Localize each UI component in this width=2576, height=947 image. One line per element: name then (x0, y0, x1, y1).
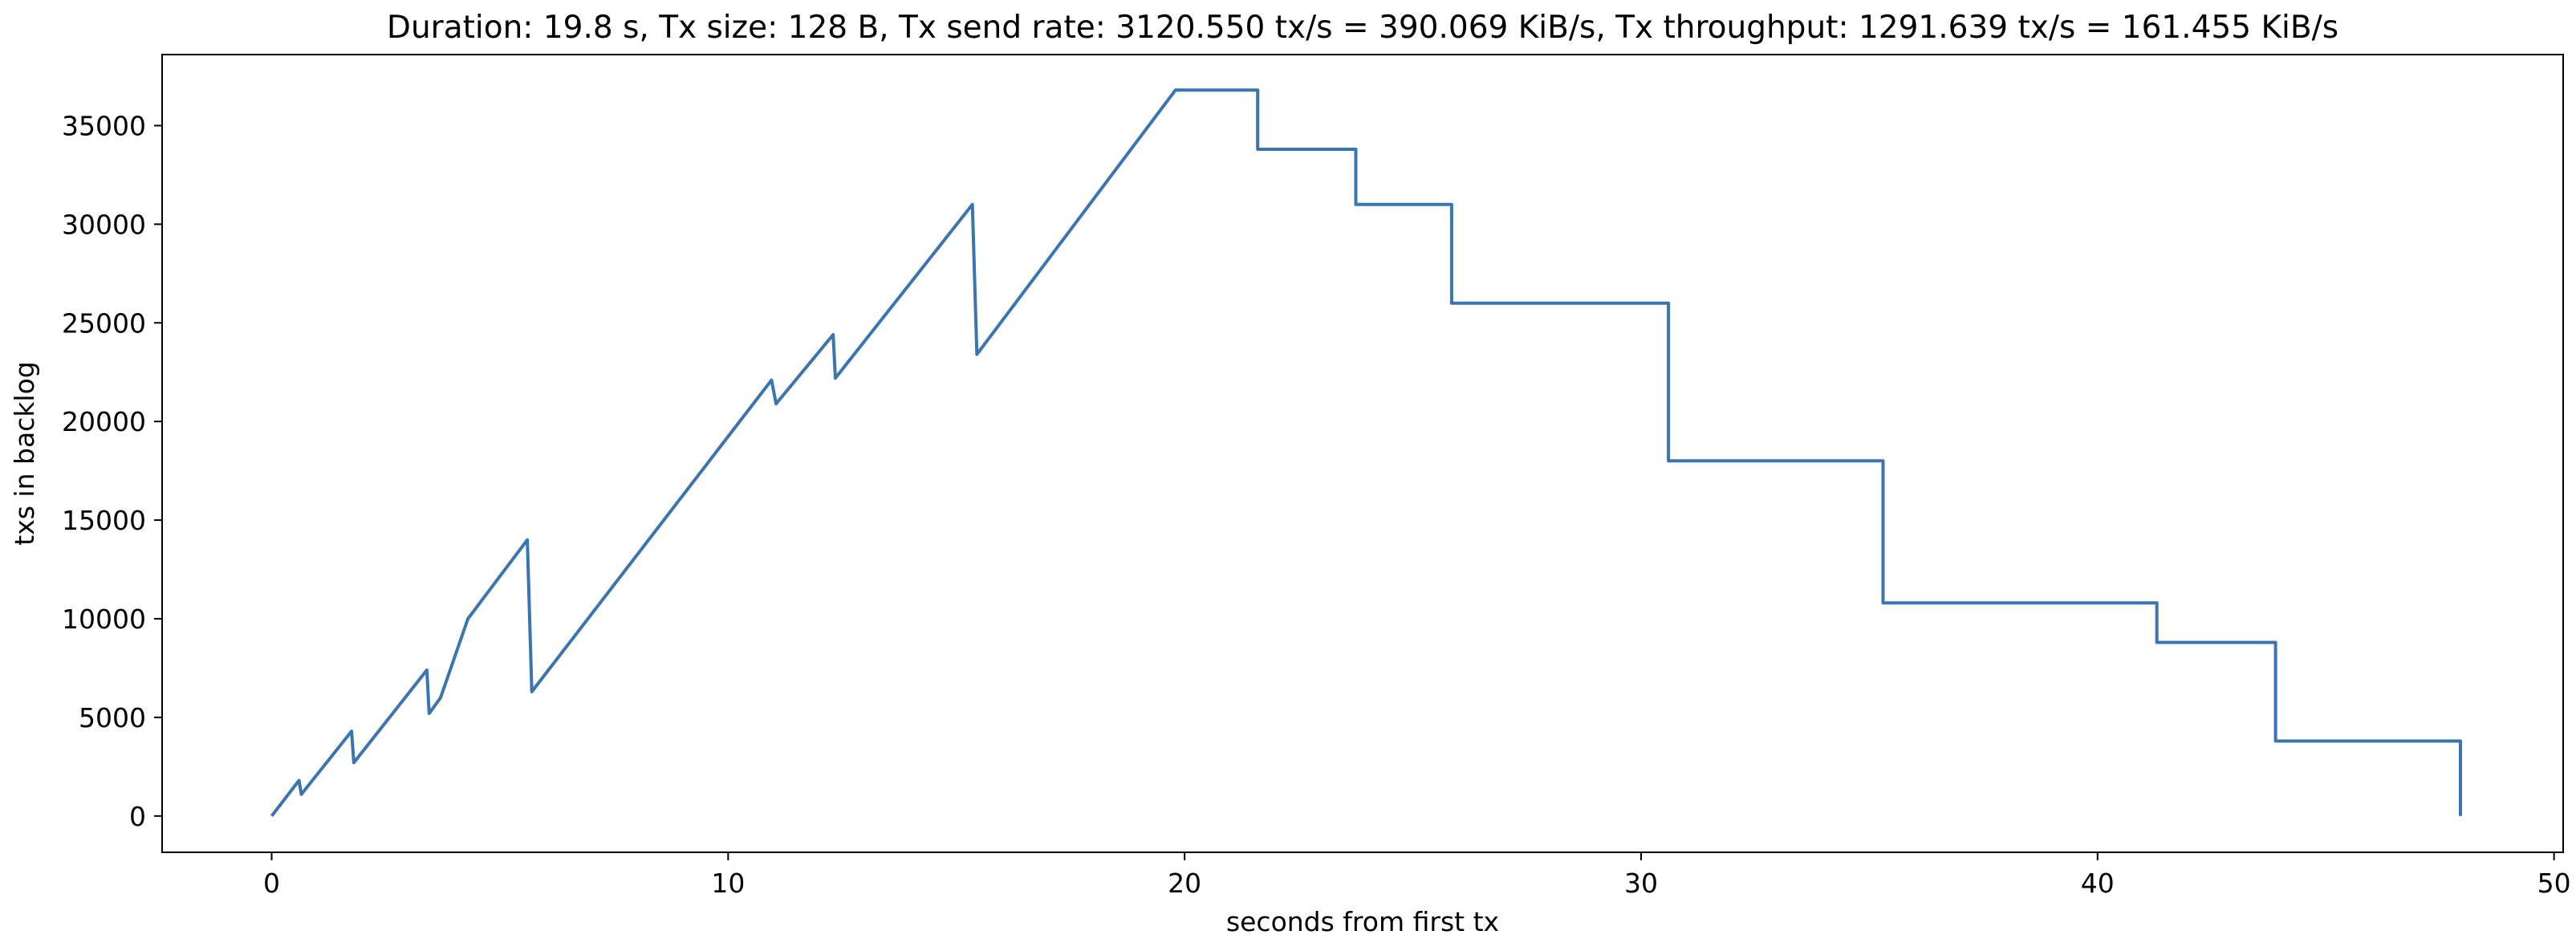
chart-title: Duration: 19.8 s, Tx size: 128 B, Tx sen… (387, 10, 2338, 46)
x-axis-label: seconds from first tx (1226, 906, 1499, 937)
y-tick-label: 15000 (62, 505, 146, 536)
x-axis: 0 10 20 30 40 50 (263, 852, 2571, 899)
x-tick-label: 50 (2537, 868, 2571, 899)
y-tick-label: 20000 (62, 406, 146, 437)
plot-frame (161, 54, 2564, 853)
x-tick-label: 40 (2081, 868, 2115, 899)
y-axis-label: txs in backlog (9, 361, 40, 545)
y-tick-label: 30000 (62, 209, 146, 240)
series-line (270, 88, 2462, 818)
y-tick-label: 10000 (62, 604, 146, 635)
x-tick-label: 20 (1168, 868, 1201, 899)
y-axis: 0 5000 10000 15000 20000 25000 30000 35000 (62, 110, 162, 832)
x-tick-label: 10 (711, 868, 745, 899)
y-tick-label: 5000 (79, 702, 146, 734)
x-tick-label: 30 (1624, 868, 1658, 899)
y-tick-label: 0 (129, 801, 146, 832)
y-tick-label: 35000 (62, 110, 146, 141)
x-tick-label: 0 (263, 868, 280, 899)
y-tick-label: 25000 (62, 307, 146, 339)
